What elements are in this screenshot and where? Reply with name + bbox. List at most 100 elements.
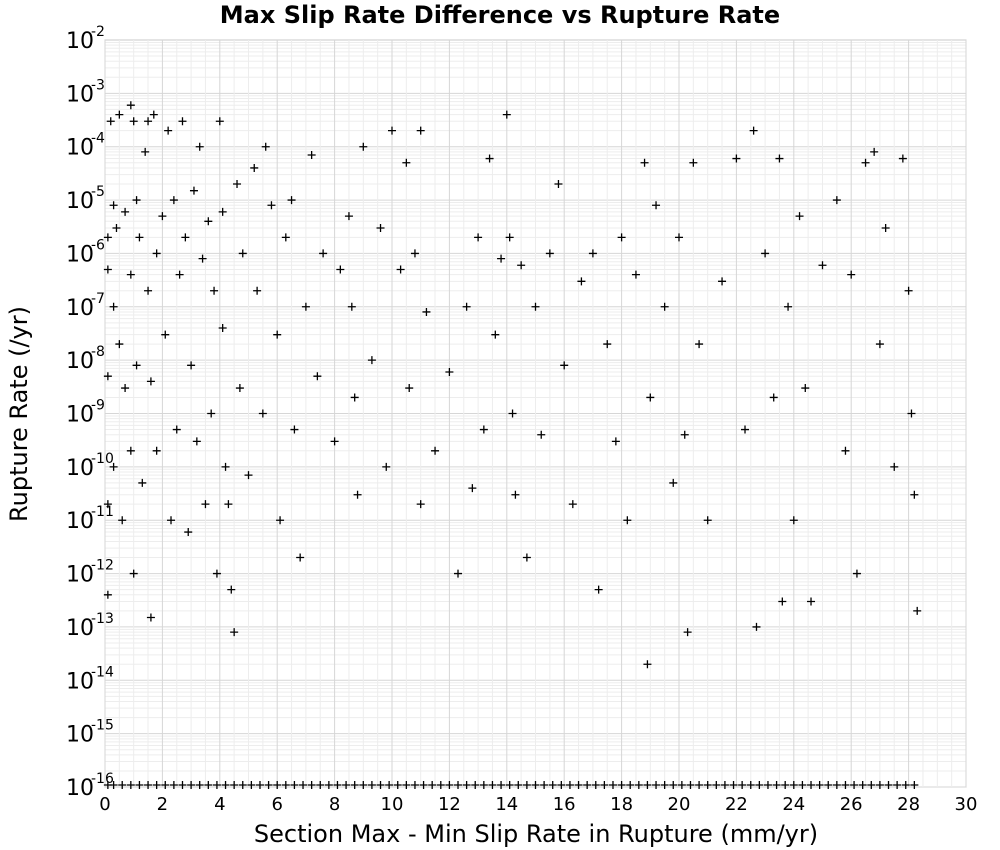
data-point [755,781,764,789]
x-tick-label: 14 [495,794,518,815]
data-point [502,110,511,119]
data-point [273,330,282,339]
data-point [537,430,546,439]
data-point [623,516,632,525]
data-point [445,781,454,789]
data-point [669,781,678,789]
y-tick-base: 10 [66,29,94,54]
grid-lines [104,40,967,788]
y-tick-base: 10 [66,296,94,321]
data-point [913,606,922,615]
x-tick-label: 12 [438,794,461,815]
data-point [898,154,907,163]
data-point [462,781,471,789]
data-point [617,233,626,242]
data-point [907,409,916,418]
y-tick-exponent: -3 [91,77,105,93]
data-point [115,340,124,349]
data-point [778,597,787,606]
data-point [132,196,141,205]
data-point [850,781,859,789]
data-point [258,409,267,418]
y-tick-base: 10 [66,403,94,428]
x-tick-label: 24 [782,794,805,815]
y-tick-exponent: -15 [91,718,114,734]
data-point [861,158,870,167]
data-point [132,361,141,370]
data-point [121,207,130,216]
data-point [187,361,196,370]
data-point [218,324,227,333]
data-point [307,150,316,159]
data-point [686,781,695,789]
data-point [505,781,514,789]
data-point [910,490,919,499]
data-point [485,154,494,163]
data-point [347,302,356,311]
data-point [732,154,741,163]
data-point [815,781,824,789]
x-tick-label: 2 [157,794,168,815]
x-tick-label: 16 [553,794,576,815]
data-point [307,781,316,789]
data-point [695,340,704,349]
y-tick-base: 10 [66,456,94,481]
data-point [798,781,807,789]
data-point [109,462,118,471]
x-tick-label: 30 [955,794,978,815]
data-point [789,781,798,789]
y-tick-exponent: -14 [91,664,114,680]
data-point [388,126,396,135]
data-point [560,361,569,370]
data-point [175,270,184,279]
data-point [741,425,750,434]
data-point [109,201,118,210]
data-point [129,117,138,126]
data-point [233,180,242,189]
data-point [210,286,219,295]
data-point [600,781,609,789]
data-point [901,781,910,789]
data-point [479,425,488,434]
data-point [230,781,239,789]
data-point [106,117,115,126]
data-point [247,781,256,789]
data-point [187,781,196,789]
data-point [172,425,181,434]
data-point [514,781,523,789]
x-tick-label: 18 [610,794,633,815]
data-point [795,212,804,221]
data-point [574,781,583,789]
data-point [416,126,425,135]
data-point [250,163,259,172]
data-point [287,196,296,205]
data-point [238,781,247,789]
data-point [591,781,600,789]
data-point [195,142,204,151]
data-point [212,781,221,789]
y-tick-exponent: -2 [91,24,105,40]
x-tick-label: 28 [897,794,920,815]
data-point [109,302,118,311]
data-point [195,781,204,789]
data-point [215,117,224,126]
data-point [577,277,586,286]
data-point [545,249,554,258]
data-point [497,781,506,789]
data-point [161,781,170,789]
data-point [652,781,661,789]
data-point [703,781,712,789]
data-point [118,781,127,789]
data-point [643,781,652,789]
y-tick-base: 10 [66,616,94,641]
y-tick-base: 10 [66,776,94,801]
data-point [695,781,704,789]
data-point [511,490,520,499]
data-point [342,781,351,789]
data-point [772,781,781,789]
data-point [875,781,884,789]
data-point [184,528,193,537]
data-point [841,446,850,455]
data-point [565,781,574,789]
y-tick-exponent: -5 [91,184,105,200]
